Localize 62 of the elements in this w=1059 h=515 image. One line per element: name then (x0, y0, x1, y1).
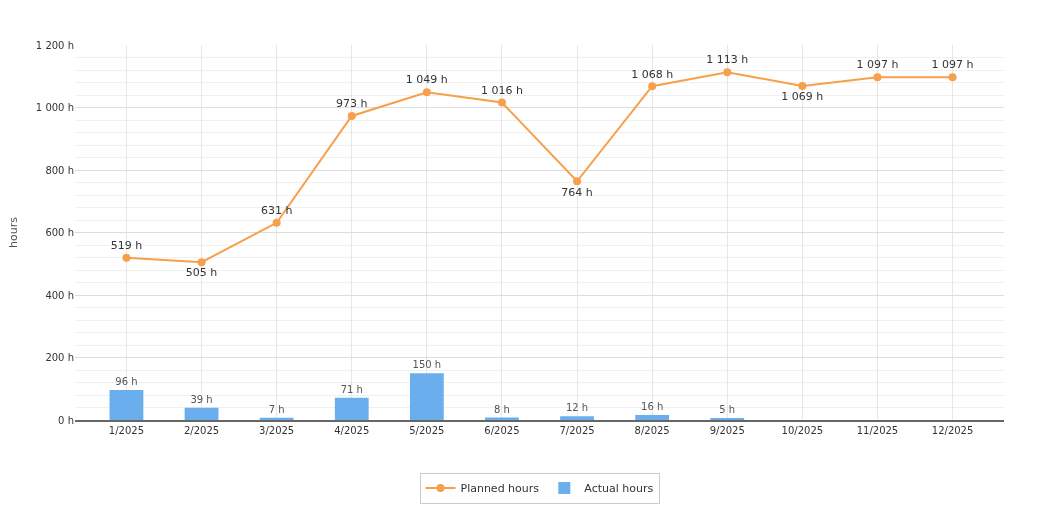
point (422, 88, 431, 97)
x-tick-label: 7/2025 (559, 425, 595, 436)
bar (409, 373, 444, 420)
point (798, 81, 807, 90)
bar (560, 416, 594, 420)
x-tick-label: 3/2025 (259, 425, 295, 436)
data-label: 16 h (641, 401, 664, 412)
x-tick-label: 1/2025 (108, 425, 145, 436)
point (272, 218, 281, 227)
data-label: 96 h (115, 376, 138, 387)
data-label: 71 h (340, 383, 363, 395)
data-label: 39 h (190, 393, 213, 405)
bar (109, 390, 144, 420)
point (873, 73, 882, 82)
point (648, 82, 657, 91)
data-label: 12 h (565, 402, 589, 414)
x-tick-label: 6/2025 (484, 425, 520, 436)
point (497, 98, 506, 107)
bar (259, 417, 294, 420)
data-label: 631 h (260, 204, 293, 218)
legend-label: Actual hours (584, 482, 654, 496)
data-label: 150 h (412, 359, 442, 371)
y-tick-label: 1 200 h (35, 39, 74, 51)
x-tick-label: 8/2025 (634, 425, 670, 436)
data-label: 1 049 h (405, 73, 448, 87)
data-label: 1 097 h (856, 58, 899, 72)
legend-label: Planned hours (460, 482, 540, 496)
x-tick-label: 9/2025 (709, 425, 745, 436)
data-label: 505 h (185, 266, 218, 280)
x-tick-label: 2/2025 (183, 425, 220, 436)
data-label: 519 h (110, 239, 143, 253)
y-tick-label: 1 000 h (35, 102, 74, 113)
data-label: 1 097 h (931, 58, 974, 72)
data-label: 1 113 h (706, 53, 749, 67)
point (347, 111, 356, 120)
data-label: 8 h (494, 403, 510, 415)
x-tick-label: 10/2025 (781, 425, 824, 436)
y-tick-label: 200 h (45, 352, 74, 363)
point (197, 258, 206, 267)
data-label: 973 h (336, 97, 368, 111)
data-label: 764 h (561, 185, 593, 199)
point (948, 73, 957, 82)
x-tick-label: 4/2025 (334, 425, 370, 436)
x-tick-label: 11/2025 (856, 425, 899, 436)
point (723, 68, 732, 77)
bar (635, 415, 670, 420)
y-axis-title: hours (7, 216, 21, 248)
y-tick-label: 0 h (58, 414, 74, 426)
point (573, 177, 582, 186)
x-tick-label: 5/2025 (409, 425, 445, 436)
data-label: 7 h (268, 403, 285, 415)
y-tick-label: 800 h (45, 164, 74, 176)
data-label: 1 016 h (480, 83, 523, 97)
data-label: 5 h (719, 404, 736, 415)
y-tick-label: 400 h (45, 289, 74, 301)
bar (334, 397, 369, 420)
y-tick-label: 600 h (45, 227, 74, 238)
x-tick-label: 12/2025 (931, 425, 974, 436)
data-label: 1 069 h (781, 90, 824, 104)
data-label: 1 068 h (631, 67, 674, 81)
point (122, 253, 131, 262)
bar (184, 407, 219, 420)
